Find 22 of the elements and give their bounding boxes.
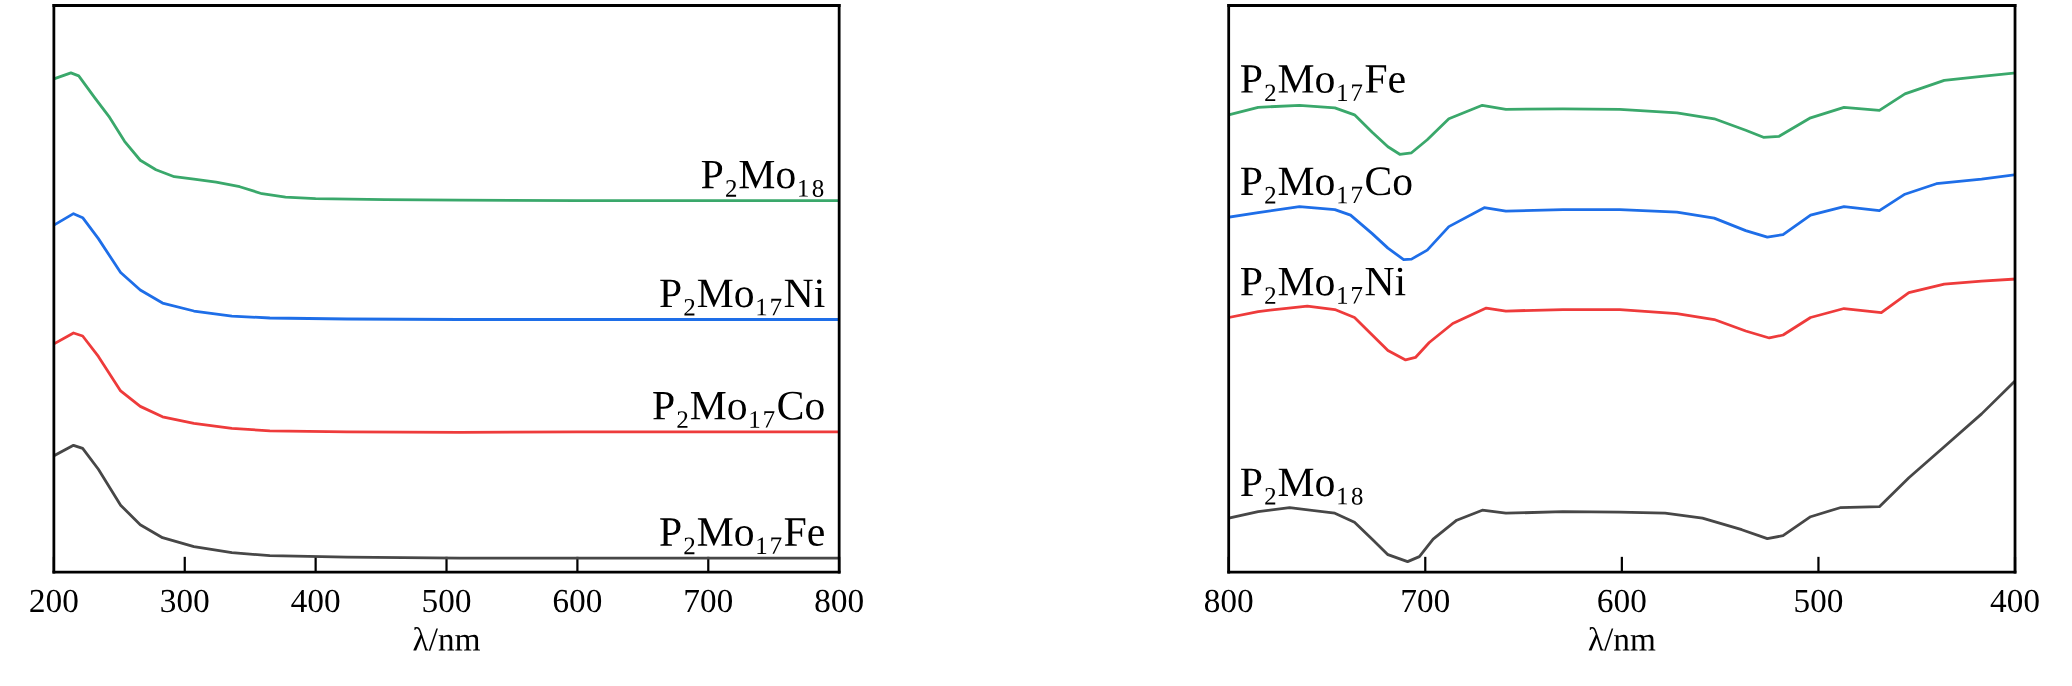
x-tick-label: 800 — [1204, 589, 1253, 613]
series-label: P₂Mo₁₇Ni — [660, 279, 825, 316]
series-label: P₂Mo₁₇Co — [1241, 167, 1412, 204]
series-label: P₂Mo₁₇Fe — [1241, 65, 1405, 102]
x-tick-label: 700 — [1402, 589, 1450, 613]
x-tick-label: 700 — [685, 589, 733, 613]
x-tick-label: 300 — [161, 589, 209, 613]
x-tick-label: 400 — [1990, 589, 2039, 613]
x-tick-label: 800 — [815, 589, 863, 613]
x-axis-title: λ/nm — [1588, 627, 1656, 651]
series-label: P₂Mo₁₇Fe — [660, 518, 824, 555]
x-tick-label: 400 — [291, 589, 340, 613]
series-label: P₂Mo₁₈ — [1241, 468, 1363, 505]
x-axis-title: λ/nm — [413, 627, 480, 651]
series-label: P₂Mo₁₇Co — [653, 391, 824, 428]
x-tick-label: 600 — [1598, 589, 1646, 613]
x-tick-label: 500 — [423, 589, 471, 613]
series-label: P₂Mo₁₇Ni — [1241, 267, 1406, 304]
x-tick-label: 200 — [30, 589, 78, 613]
series-label: P₂Mo₁₈ — [701, 160, 824, 197]
x-tick-label: 500 — [1795, 589, 1843, 613]
x-tick-label: 600 — [553, 589, 602, 613]
